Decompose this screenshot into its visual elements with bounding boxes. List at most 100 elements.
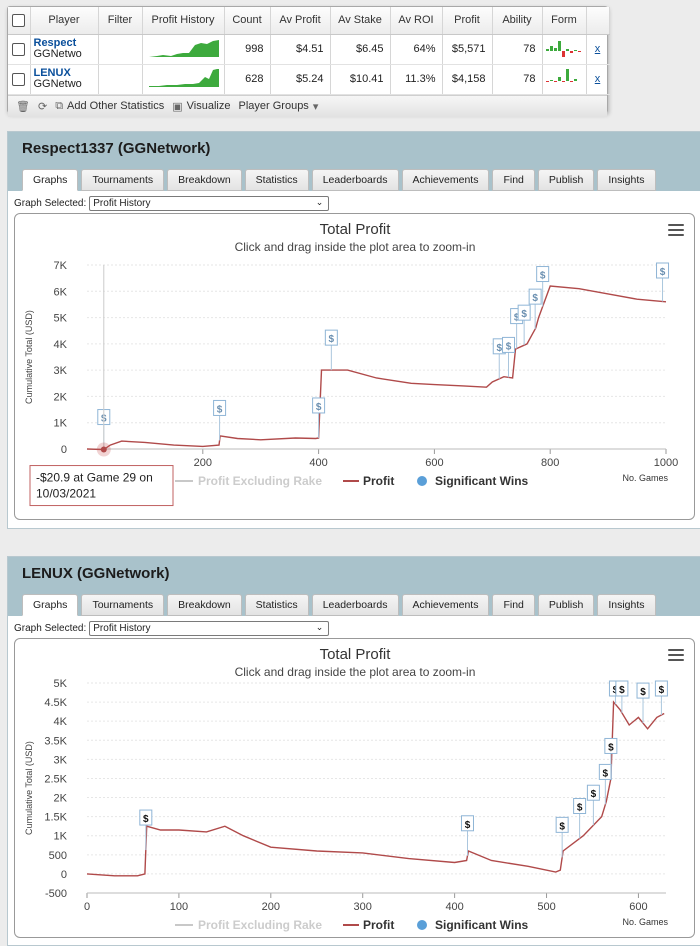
profit-series-line <box>86 700 665 877</box>
col-header-profit-history[interactable]: Profit History <box>142 7 225 35</box>
tab-find[interactable]: Find <box>492 169 535 191</box>
players-toolbar: 🗑 ⟳ ⧉ Add Other Statistics ▣ Visualize P… <box>8 94 607 117</box>
tab-leaderboards[interactable]: Leaderboards <box>311 594 399 616</box>
remove-player-link[interactable]: x <box>594 73 601 85</box>
y-tick-label: 4.5K <box>44 697 67 709</box>
col-header-filter[interactable]: Filter <box>98 7 143 35</box>
significant-win-marker: $ <box>636 682 650 724</box>
profit-history-sparkline <box>142 34 225 65</box>
tab-statistics[interactable]: Statistics <box>244 169 309 191</box>
x-axis-label: No. Games <box>622 473 668 483</box>
y-tick-label: 2K <box>54 391 68 403</box>
y-tick-label: 0 <box>61 444 67 456</box>
player-name-link[interactable]: LENUX <box>33 67 71 79</box>
significant-win-marker: $ <box>324 329 338 371</box>
legend-wins-swatch <box>417 920 427 930</box>
remove-player-link[interactable]: x <box>594 43 601 55</box>
tab-graphs[interactable]: Graphs <box>22 594 79 616</box>
tab-insights[interactable]: Insights <box>597 169 656 191</box>
players-table: Player Filter Profit History Count Av Pr… <box>8 7 610 95</box>
tab-graphs[interactable]: Graphs <box>22 169 79 191</box>
marker-box <box>636 682 650 699</box>
tab-achievements[interactable]: Achievements <box>401 169 490 191</box>
col-header-form[interactable]: Form <box>542 7 587 35</box>
significant-win-marker: $ <box>555 816 569 858</box>
y-tick-label: -500 <box>45 888 67 900</box>
significant-win-marker: $ <box>615 680 629 713</box>
dollar-icon: $ <box>577 803 583 814</box>
tab-breakdown[interactable]: Breakdown <box>167 169 242 191</box>
chart-menu-icon[interactable] <box>668 224 684 239</box>
tab-publish[interactable]: Publish <box>537 594 595 616</box>
legend-wins-swatch <box>417 476 427 486</box>
marker-box <box>502 336 516 353</box>
y-tick-label: 6K <box>54 286 68 298</box>
player-network: GGNetwo <box>33 78 82 90</box>
chevron-down-icon: ⌄ <box>315 196 324 207</box>
graph-select-dropdown[interactable]: Profit History ⌄ <box>89 195 330 211</box>
add-other-statistics-button[interactable]: ⧉ Add Other Statistics <box>55 99 165 113</box>
form-sparkline <box>542 34 587 65</box>
row-checkbox[interactable] <box>12 42 26 56</box>
dollar-icon: $ <box>559 821 565 832</box>
visualize-button[interactable]: ▣ Visualize <box>172 100 231 113</box>
col-header-player[interactable]: Player <box>30 7 99 35</box>
y-tick-label: 5K <box>54 678 68 690</box>
copy-icon: ⧉ <box>55 99 64 112</box>
row-checkbox[interactable] <box>12 72 26 86</box>
legend-profit-label: Profit <box>363 918 394 932</box>
col-header-av-stake[interactable]: Av Stake <box>330 7 391 35</box>
col-header-ability[interactable]: Ability <box>492 7 543 35</box>
chart-menu-icon[interactable] <box>668 649 684 664</box>
chart-container: Total Profit Click and drag inside the pl… <box>14 638 695 938</box>
tab-tournaments[interactable]: Tournaments <box>81 169 165 191</box>
tooltip-line1: -$20.9 at Game 29 on <box>36 471 153 485</box>
refresh-icon[interactable]: ⟳ <box>37 100 48 113</box>
profit-series-line <box>86 285 667 451</box>
marker-box <box>139 809 153 826</box>
significant-win-marker: $ <box>604 737 618 779</box>
col-header-count[interactable]: Count <box>224 7 271 35</box>
significant-win-marker: $ <box>517 304 531 346</box>
player-cell[interactable]: Respect GGNetwo <box>30 34 99 65</box>
significant-win-marker: $ <box>502 336 516 378</box>
player-name-link[interactable]: Respect <box>33 37 77 49</box>
col-header-av-roi[interactable]: Av ROI <box>390 7 443 35</box>
dollar-icon: $ <box>619 685 625 696</box>
player-groups-dropdown[interactable]: Player Groups ▾ <box>238 100 319 113</box>
x-tick-label: 400 <box>309 457 327 469</box>
y-tick-label: 7K <box>54 260 68 272</box>
av-profit-cell: $5.24 <box>270 64 331 95</box>
tab-tournaments[interactable]: Tournaments <box>81 594 165 616</box>
col-header-profit[interactable]: Profit <box>442 7 493 35</box>
player-panel-respect1337: ✕ Respect1337 (GGNetwork) Graphs Tournam… <box>7 131 700 529</box>
graph-select-dropdown[interactable]: Profit History ⌄ <box>89 620 330 636</box>
dollar-icon: $ <box>660 267 666 278</box>
profit-chart[interactable]: Total Profit Click and drag inside the pl… <box>15 639 695 938</box>
col-header-av-profit[interactable]: Av Profit <box>270 7 331 35</box>
dollar-icon: $ <box>496 343 502 354</box>
marker-box <box>324 329 338 346</box>
tab-breakdown[interactable]: Breakdown <box>167 594 242 616</box>
filter-cell[interactable] <box>98 34 143 65</box>
select-all-header[interactable] <box>8 7 31 35</box>
tab-find[interactable]: Find <box>492 594 535 616</box>
x-axis-label: No. Games <box>622 917 668 927</box>
profit-chart[interactable]: Total Profit Click and drag inside the pl… <box>15 214 695 520</box>
significant-win-marker: $ <box>213 399 227 441</box>
trash-icon[interactable]: 🗑 <box>16 100 30 113</box>
profit-cell: $5,571 <box>442 34 493 65</box>
tab-publish[interactable]: Publish <box>537 169 595 191</box>
y-tick-label: 1K <box>54 831 68 843</box>
panel-header: LENUX (GGNetwork) Graphs Tournaments Bre… <box>8 557 700 616</box>
filter-cell[interactable] <box>98 64 143 95</box>
player-cell[interactable]: LENUX GGNetwo <box>30 64 99 95</box>
marker-box <box>536 266 550 283</box>
x-tick-label: 500 <box>537 901 555 913</box>
tab-statistics[interactable]: Statistics <box>244 594 309 616</box>
tab-achievements[interactable]: Achievements <box>401 594 490 616</box>
tab-leaderboards[interactable]: Leaderboards <box>311 169 399 191</box>
tab-insights[interactable]: Insights <box>597 594 656 616</box>
graph-selector: Graph Selected: Profit History ⌄ <box>14 195 700 211</box>
select-all-checkbox[interactable] <box>12 13 26 27</box>
